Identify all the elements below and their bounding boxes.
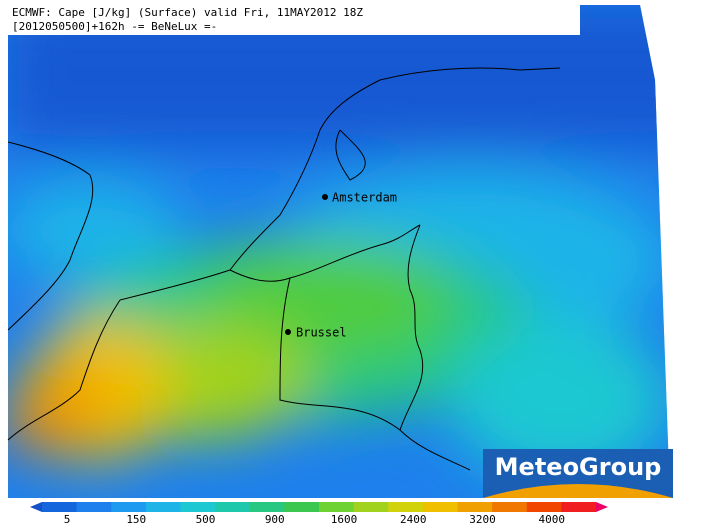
colorbar-segment (145, 502, 181, 512)
colorbar-label: 5 (64, 513, 71, 526)
colorbar-segment (353, 502, 389, 512)
colorbar-segment (526, 502, 562, 512)
colorbar-segment (249, 502, 285, 512)
colorbar-segment (561, 502, 597, 512)
city-dot (285, 329, 291, 335)
colorbar-segment (388, 502, 424, 512)
city-label: Brussel (296, 326, 347, 340)
colorbar-segment (180, 502, 216, 512)
colorbar-segment (111, 502, 147, 512)
colorbar-segment (215, 502, 251, 512)
colorbar-label: 150 (126, 513, 146, 526)
colorbar-segment (319, 502, 355, 512)
colorbar-segment (422, 502, 458, 512)
coastlines (7, 67, 561, 471)
colorbar-label: 3200 (469, 513, 496, 526)
colorbar-label: 4000 (539, 513, 566, 526)
colorbar-segment (42, 502, 78, 512)
colorbar-segment (492, 502, 528, 512)
colorbar-label: 500 (196, 513, 216, 526)
colorbar-segment (76, 502, 112, 512)
city-label: Amsterdam (332, 191, 397, 205)
header-line: [2012050500]+162h -= BeNeLux =- (12, 20, 217, 33)
colorbar-label: 2400 (400, 513, 427, 526)
colorbar-arrow (596, 502, 608, 512)
colorbar-label: 1600 (331, 513, 358, 526)
city-dot (322, 194, 328, 200)
logo: MeteoGroup (483, 449, 673, 498)
logo-arc (483, 484, 673, 498)
header-line: ECMWF: Cape [J/kg] (Surface) valid Fri, … (12, 6, 363, 19)
header-box (8, 5, 580, 35)
colorbar-label: 900 (265, 513, 285, 526)
colorbar: 5 150 500 900 1600 2400 3200 4000 (30, 502, 608, 526)
city-markers: Amsterdam Brussel (285, 191, 397, 340)
colorbar-arrow (30, 502, 42, 512)
colorbar-segment (284, 502, 320, 512)
colorbar-segment (457, 502, 493, 512)
logo-text: MeteoGroup (495, 453, 662, 481)
